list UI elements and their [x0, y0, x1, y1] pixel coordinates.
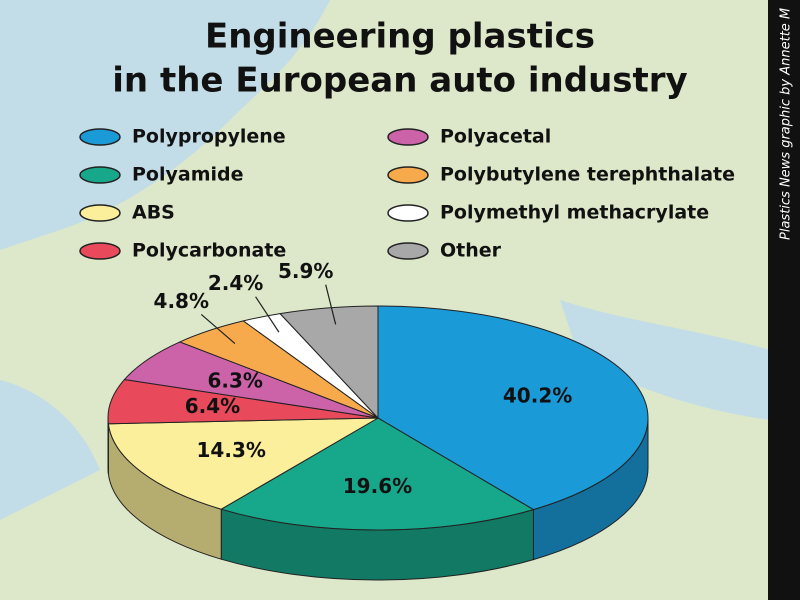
value-label: 5.9%	[278, 259, 333, 283]
legend-label: Other	[440, 240, 502, 262]
legend-label: Polybutylene terephthalate	[440, 164, 735, 186]
leader-line	[200, 313, 236, 345]
chart-title: Engineering plastics	[205, 17, 595, 57]
value-label: 19.6%	[343, 474, 412, 498]
slice	[107, 417, 379, 510]
value-label: 2.4%	[208, 271, 263, 295]
value-label: 6.4%	[185, 394, 240, 418]
legend-swatch	[387, 128, 429, 146]
value-label: 4.8%	[154, 289, 209, 313]
slice	[279, 305, 379, 420]
legend-swatch	[387, 166, 429, 184]
credit: Plastics News graphic by Annette M	[779, 8, 794, 240]
legend-label: Polyacetal	[440, 126, 551, 148]
legend-swatch	[79, 242, 121, 260]
legend-swatch	[79, 204, 121, 222]
leader-line	[325, 284, 337, 325]
value-label: 40.2%	[503, 384, 572, 408]
chart-title: in the European auto industry	[112, 61, 687, 101]
legend-swatch	[387, 204, 429, 222]
legend-swatch	[79, 166, 121, 184]
slice	[377, 305, 649, 511]
value-label: 14.3%	[197, 438, 266, 462]
legend-label: Polycarbonate	[132, 240, 286, 262]
legend-label: Polymethyl methacrylate	[440, 202, 709, 224]
legend-swatch	[387, 242, 429, 260]
legend-label: ABS	[132, 202, 175, 224]
value-label: 6.3%	[207, 368, 262, 392]
sea	[0, 0, 330, 250]
sea	[560, 300, 770, 420]
slice	[219, 417, 535, 531]
credit-band	[768, 0, 800, 600]
legend-swatch	[79, 128, 121, 146]
sea	[0, 380, 100, 520]
legend-label: Polyamide	[132, 164, 244, 186]
legend-label: Polypropylene	[132, 126, 286, 148]
leader-line	[255, 296, 280, 333]
